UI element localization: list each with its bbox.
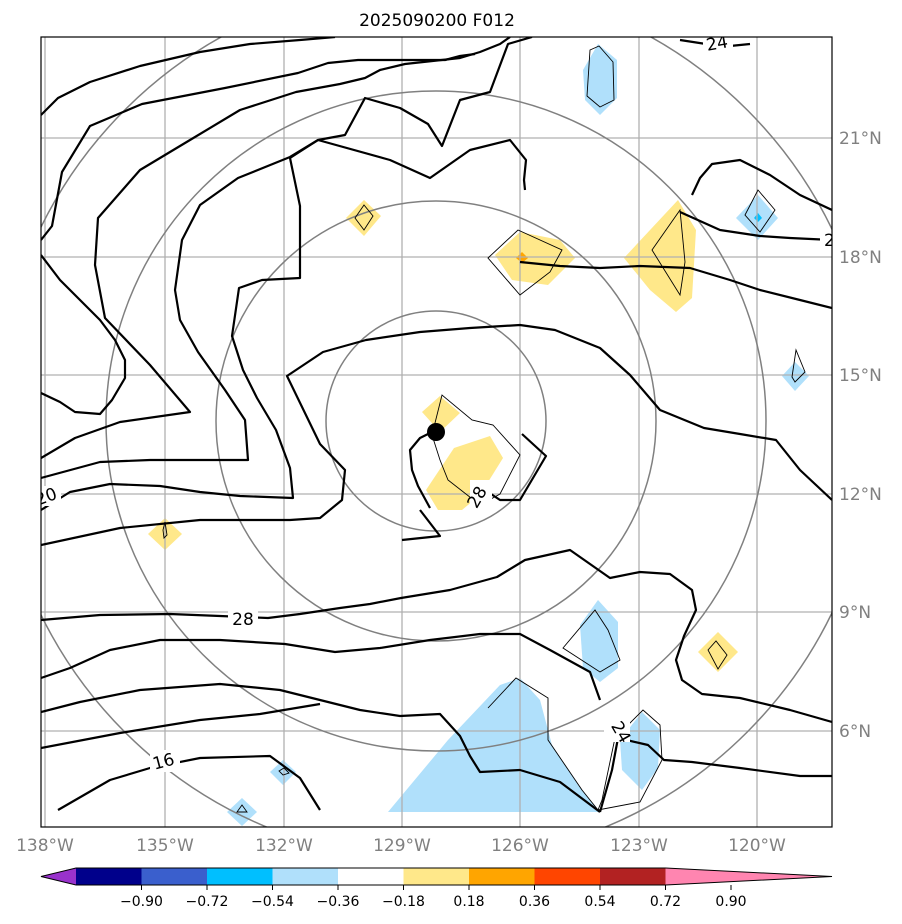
map-area: 24 2 20 28 28 16 24 [33, 32, 835, 827]
contour-label: 2 [824, 231, 835, 251]
map-title: 2025090200 F012 [359, 11, 515, 31]
positive-shading [148, 200, 738, 672]
lon-label: 129°W [373, 836, 431, 856]
colorbar-tick-label: 0.18 [453, 894, 484, 910]
colorbar-segment [207, 868, 273, 885]
lon-label: 135°W [136, 836, 194, 856]
colorbar-extend-high [665, 868, 832, 885]
lat-label: 6°N [839, 722, 871, 742]
colorbar-segment [272, 868, 339, 885]
contour-label: 24 [705, 32, 730, 55]
colorbar-tick-label: −0.18 [382, 894, 425, 910]
colorbar-tick-label: 0.90 [715, 894, 746, 910]
lon-label: 123°W [610, 836, 668, 856]
lon-label: 138°W [16, 836, 74, 856]
colorbar-tick-label: −0.90 [120, 894, 163, 910]
lon-label: 120°W [728, 836, 786, 856]
colorbar-tick-label: −0.36 [317, 894, 360, 910]
lat-lon-grid [41, 37, 832, 827]
lat-label: 18°N [839, 248, 882, 268]
negative-core [754, 213, 762, 222]
colorbar-outline [40, 867, 833, 886]
colorbar-extend-low [41, 868, 76, 885]
contour-lines [41, 37, 832, 813]
colorbar-segment [534, 868, 601, 885]
colorbar-tick-label: 0.54 [584, 894, 615, 910]
longitude-labels: 138°W 135°W 132°W 129°W 126°W 123°W 120°… [16, 836, 786, 856]
contour-label: 20 [33, 484, 60, 510]
colorbar-segment [76, 868, 142, 885]
lon-label: 126°W [491, 836, 549, 856]
colorbar-segment [141, 868, 208, 885]
colorbar-segment [469, 868, 535, 885]
colorbar-segment [403, 868, 470, 885]
contour-label-backing [41, 37, 832, 772]
contour-label: 28 [232, 610, 254, 630]
colorbar-tick-label: 0.36 [519, 894, 550, 910]
lon-label: 132°W [255, 836, 313, 856]
lat-label: 15°N [839, 366, 882, 386]
colorbar-segment [600, 868, 666, 885]
map-frame [40, 36, 833, 828]
lat-label: 9°N [839, 603, 871, 623]
colorbar-tick-label: −0.72 [186, 894, 229, 910]
latitude-labels: 6°N 9°N 12°N 15°N 18°N 21°N [839, 129, 882, 742]
colorbar-tick-label: −0.54 [251, 894, 294, 910]
storm-center-marker [427, 423, 445, 441]
colorbar-segment [338, 868, 404, 885]
lat-label: 21°N [839, 129, 882, 149]
colorbar: −0.90 −0.72 −0.54 −0.36 −0.18 0.18 0.36 0.54 0.7… [40, 867, 833, 910]
lat-label: 12°N [839, 485, 882, 505]
colorbar-tick-label: 0.72 [650, 894, 681, 910]
